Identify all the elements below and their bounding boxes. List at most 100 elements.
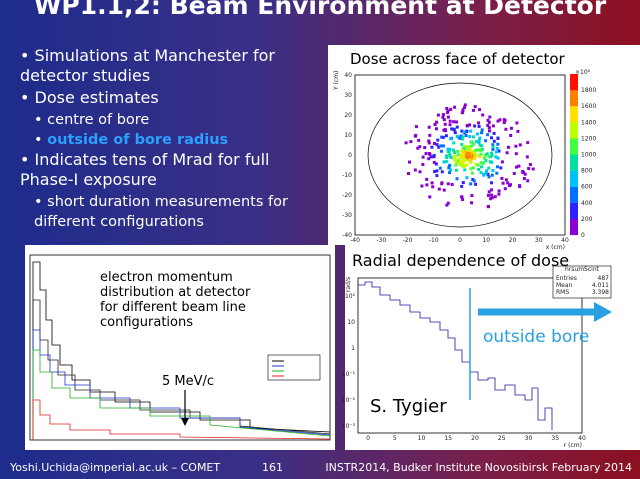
dose-cell <box>487 120 491 124</box>
dose-cell <box>479 171 483 175</box>
dose-cell <box>463 164 467 168</box>
dose-cell <box>478 136 482 140</box>
dose-cell <box>465 163 469 167</box>
dose-cell <box>427 139 431 143</box>
dose-cell <box>413 168 417 172</box>
dose-cell <box>468 155 472 159</box>
dose-cell <box>469 182 473 186</box>
dose-cell <box>522 177 526 180</box>
dose-cell <box>465 129 469 133</box>
dose-cell <box>473 105 477 109</box>
dose-cell <box>509 126 513 130</box>
color-bar-segment <box>570 138 578 155</box>
stats-key: Entries <box>556 275 577 282</box>
region-label: outside bore <box>483 327 589 347</box>
dose-cell <box>488 129 491 133</box>
dose-cell <box>531 167 535 171</box>
dose-cell <box>463 105 466 109</box>
momentum-axes <box>29 254 331 441</box>
dose-cell <box>480 144 484 148</box>
dose-cell <box>497 149 501 153</box>
x-axis-label: r (cm) <box>564 442 582 449</box>
dose-cell <box>461 198 465 202</box>
dose-cell <box>509 134 513 137</box>
dose-cell <box>442 118 446 122</box>
dose-cell <box>435 143 439 147</box>
dose-cell <box>485 152 489 156</box>
dose-cell <box>473 124 477 128</box>
stats-box <box>552 265 612 299</box>
sub-bullet: • outside of bore radius <box>34 132 229 148</box>
bullet-text: Simulations at Manchester for detector s… <box>20 46 275 85</box>
dose-cell <box>472 179 476 183</box>
dose-cell <box>449 155 453 159</box>
bullet-text: Dose estimates <box>34 88 159 107</box>
dose-cell <box>427 157 431 161</box>
dose-cell <box>487 155 491 159</box>
dose-cell <box>470 201 473 205</box>
sub-bullet-text: centre of bore <box>47 112 150 128</box>
color-bar-segment <box>570 218 578 236</box>
y-tick-label: 30 <box>344 92 352 99</box>
color-tick-label: 1400 <box>581 119 596 126</box>
dose-cell <box>460 129 464 133</box>
dose-cell <box>446 147 450 151</box>
page-number: 161 <box>262 461 283 474</box>
dose-cell <box>470 144 473 148</box>
dose-cell <box>469 140 473 144</box>
sub-bullet: • short duration measurements for differ… <box>34 194 288 230</box>
dose-cell <box>492 139 496 143</box>
dose-cell <box>495 150 498 154</box>
dose-cell <box>442 160 446 164</box>
dose-cell <box>485 169 489 173</box>
dose-cell <box>483 153 487 157</box>
dose-cell <box>408 160 411 164</box>
dose-cell <box>490 154 494 157</box>
dose-cell <box>487 166 491 170</box>
dose-cell <box>445 154 449 158</box>
dose-cell <box>517 164 521 168</box>
dose-cell <box>432 160 436 164</box>
dose-cell <box>439 144 443 148</box>
dose-cell <box>448 147 452 151</box>
dose-cell <box>491 124 495 128</box>
dose-cell <box>416 146 420 150</box>
color-tick-label: 800 <box>581 168 593 175</box>
dose-cell <box>475 132 479 136</box>
dose-cell <box>486 123 490 127</box>
dose-cell <box>471 171 474 175</box>
dose-cell <box>454 158 458 162</box>
annotation-line: electron momentum <box>100 270 233 285</box>
dose-cell <box>493 195 497 199</box>
dose-cell <box>490 193 494 197</box>
dose-cell <box>477 141 481 145</box>
dose-cell <box>491 145 495 149</box>
stats-key: Mean <box>556 282 573 289</box>
footer: Yoshi.Uchida@imperial.ac.uk – COMET 161 … <box>9 461 632 474</box>
dose-cell <box>443 122 447 126</box>
stats-value: 3.398 <box>592 289 609 296</box>
dose-cell <box>437 145 441 149</box>
dose-cell <box>440 182 444 186</box>
color-bar-segment <box>570 202 578 219</box>
sub-bullet: • centre of bore <box>34 112 150 128</box>
dose-cell <box>490 181 493 185</box>
radial-axes <box>357 277 583 434</box>
plot-title: Dose across face of detector <box>350 50 565 68</box>
stats-key: RMS <box>556 289 569 296</box>
dose-cell <box>441 135 445 139</box>
dose-cell <box>503 187 507 191</box>
dose-cell <box>452 155 455 159</box>
dose-cell <box>458 163 462 166</box>
dose-cell <box>486 193 490 197</box>
dose-cell <box>421 163 425 166</box>
dose-cell <box>449 137 453 141</box>
dose-cell <box>472 156 476 160</box>
x-tick-label: 40 <box>561 237 569 244</box>
dose-cell <box>499 166 503 170</box>
x-tick-label: -30 <box>376 237 386 244</box>
dose-cell <box>479 152 483 156</box>
dose-cell <box>438 166 442 170</box>
region-arrowhead <box>594 302 612 322</box>
stats-value: 487 <box>598 275 610 282</box>
